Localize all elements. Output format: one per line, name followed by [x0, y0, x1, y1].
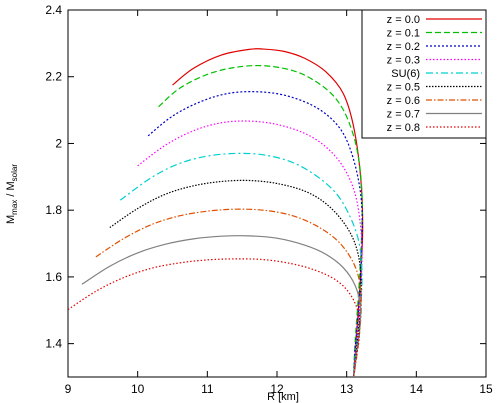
- y-axis-label-sub1: max: [10, 200, 19, 215]
- series-line-4: [119, 152, 363, 377]
- y-tick-label: 2.2: [45, 70, 62, 84]
- y-tick-label: 1.6: [45, 270, 62, 284]
- series-lines: [68, 48, 364, 377]
- legend-label: z = 0.8: [387, 122, 420, 134]
- legend-label: z = 0.7: [387, 109, 420, 121]
- y-tick-label: 1.4: [45, 337, 62, 351]
- y-axis-label-main: M: [5, 215, 17, 224]
- series-line-8: [68, 258, 361, 377]
- legend-label: z = 0.0: [387, 14, 420, 26]
- x-tick-label: 15: [479, 382, 493, 396]
- y-tick-label: 2: [55, 136, 62, 150]
- legend-label: z = 0.1: [387, 28, 420, 40]
- x-tick-label: 10: [131, 382, 145, 396]
- tick-labels: 9 10 11 12 13 14 15 1.4 1.6 1.8 2 2.2 2.4: [45, 3, 493, 396]
- series-line-5: [109, 179, 362, 377]
- y-tick-label: 2.4: [45, 3, 62, 17]
- series-line-7: [81, 235, 362, 377]
- y-tick-label: 1.8: [45, 203, 62, 217]
- y-axis-label-slash: / M: [5, 181, 17, 199]
- x-tick-label: 14: [410, 382, 424, 396]
- legend-label: z = 0.3: [387, 55, 420, 67]
- x-axis-label: R [km]: [267, 391, 299, 403]
- x-tick-label: 9: [65, 382, 72, 396]
- legend-label: z = 0.2: [387, 41, 420, 53]
- legend: z = 0.0 z = 0.1z = 0.2 z = 0.3SU(6) z = 0.5…: [361, 9, 487, 139]
- series-line-0: [172, 48, 364, 377]
- legend-label: z = 0.5: [387, 82, 420, 94]
- x-tick-label: 12: [270, 382, 284, 396]
- series-group: [68, 48, 364, 377]
- legend-box: [361, 9, 487, 139]
- x-tick-label: 13: [340, 382, 354, 396]
- legend-label: SU(6): [391, 68, 420, 80]
- y-axis-label-sub2: solar: [10, 164, 19, 182]
- legend-label: z = 0.6: [387, 95, 420, 107]
- x-tick-label: 11: [201, 382, 214, 396]
- series-line-3: [137, 120, 363, 377]
- series-line-1: [158, 64, 363, 377]
- y-axis-label: Mmax / Msolar: [5, 164, 19, 224]
- series-line-6: [95, 208, 362, 377]
